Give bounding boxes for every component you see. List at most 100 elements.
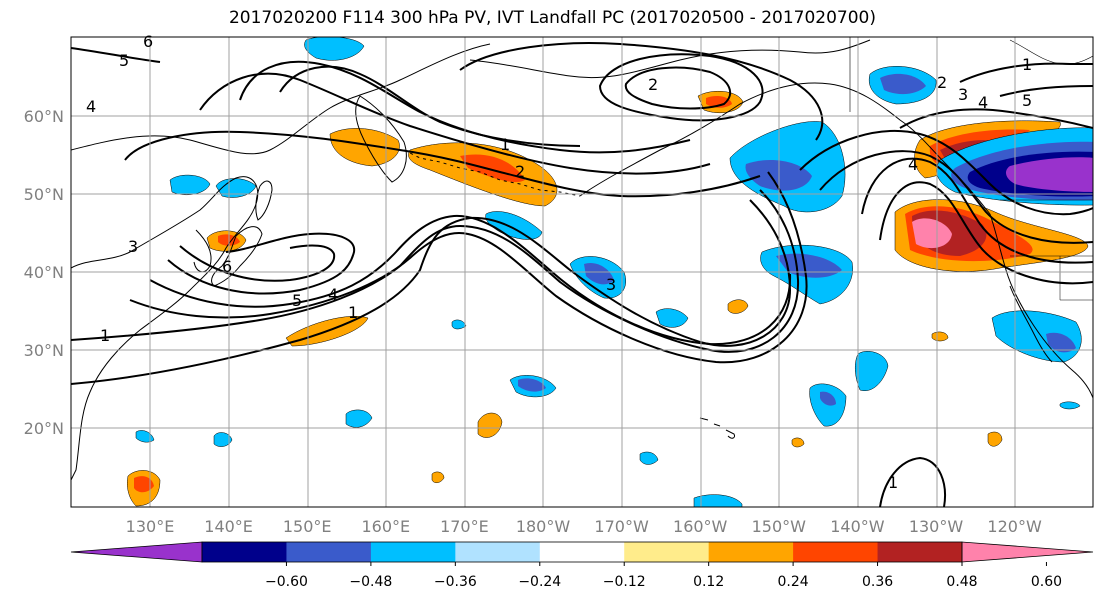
contour-label: 3 (958, 85, 968, 104)
contour-label: 4 (908, 155, 918, 174)
latitude-labels: 60°N 50°N 40°N 30°N 20°N (24, 107, 64, 438)
contour-label: 5 (119, 51, 129, 70)
pv-contour-e (167, 232, 356, 295)
colorbar: −0.60 −0.48 −0.36 −0.24 −0.12 0.12 0.24 0.36 0.4… (70, 541, 1094, 590)
pv-contour-a (71, 199, 792, 385)
pv-contour-o (819, 150, 1093, 244)
contour-label: 1 (500, 135, 510, 154)
pv-contour-m (624, 66, 732, 110)
graticule (71, 37, 1093, 507)
sakhalin (255, 180, 273, 221)
negative-anomaly-trop-1-core (518, 378, 546, 392)
colorbar-swatch (877, 542, 963, 562)
longitude-label: 140°W (830, 517, 885, 536)
longitude-label: 150°W (752, 517, 807, 536)
pv-contours (71, 42, 1093, 507)
colorbar-tick-label: 0.12 (693, 574, 724, 590)
contour-label: 1 (100, 326, 110, 345)
colorbar-tick-label: 0.24 (778, 574, 809, 590)
asia-coast (71, 176, 259, 481)
baja (1009, 285, 1053, 363)
positive-anomaly-small-5 (931, 331, 949, 342)
latitude-label: 60°N (24, 107, 64, 126)
colorbar-tick-label: 0.48 (946, 574, 977, 590)
contour-labels: 6 5 4 1 2 1 2 3 4 5 1 2 3 4 5 6 4 1 3 1 (86, 32, 1032, 492)
pv-contour-u (879, 456, 946, 507)
pv-contour-v (71, 47, 161, 63)
contour-label: 2 (937, 73, 947, 92)
pv-contour-d (149, 214, 792, 346)
map-frame (70, 36, 1094, 508)
pv-contour-g (124, 130, 761, 198)
longitude-label: 170°E (440, 517, 489, 536)
colorbar-swatch (455, 542, 541, 562)
alaska-north (469, 39, 871, 79)
north-america-west (989, 213, 1093, 399)
pv-contour-p (861, 157, 1093, 264)
colorbar-extend-low (70, 541, 203, 563)
negative-anomaly-canada-purple (1006, 157, 1093, 192)
latitude-label: 20°N (24, 419, 64, 438)
map-title: 2017020200 F114 300 hPa PV, IVT Landfall… (228, 8, 876, 28)
positive-anomaly-small-4 (987, 431, 1003, 447)
latitude-label: 40°N (24, 263, 64, 282)
colorbar-tick-label: −0.12 (603, 574, 646, 590)
positive-anomaly-kamchatka (329, 128, 400, 167)
alaska-coast (579, 82, 991, 215)
pv-contour-s (959, 62, 1093, 83)
contour-label: 3 (606, 275, 616, 294)
colorbar-tick-label: −0.48 (349, 574, 392, 590)
pv-contour-b (71, 189, 800, 353)
positive-anomaly-small-6 (791, 437, 805, 448)
longitude-label: 150°E (283, 517, 332, 536)
latitude-label: 50°N (24, 185, 64, 204)
positive-anomaly-small-7 (431, 471, 445, 483)
pv-contour-f (179, 244, 336, 282)
negative-anomaly-arctic (304, 37, 365, 61)
longitude-label: 140°E (204, 517, 253, 536)
longitude-label: 160°E (361, 517, 410, 536)
contour-label: 1 (888, 473, 898, 492)
pv-contour-q (879, 181, 1093, 285)
contour-label: 4 (978, 93, 988, 112)
contour-label: 3 (128, 237, 138, 256)
pv-contour-h (199, 72, 711, 175)
colorbar-swatch (539, 542, 625, 562)
colorbar-tick-label: 0.60 (1031, 574, 1062, 590)
pv-contour-c (129, 171, 808, 364)
colorbar-swatch (793, 542, 879, 562)
negative-anomaly-mexico-core (1046, 332, 1076, 353)
longitude-label: 160°W (673, 517, 728, 536)
contour-label: 4 (328, 285, 338, 304)
latitude-label: 30°N (24, 341, 64, 360)
pv-contour-t (999, 85, 1093, 97)
negative-anomaly-alaska-north-core (880, 73, 926, 95)
contour-label: 5 (1022, 91, 1032, 110)
colorbar-extend-high (961, 541, 1094, 563)
contour-label: 2 (515, 162, 525, 181)
pv-contour-k (459, 42, 824, 141)
contour-label: 4 (86, 97, 96, 116)
colorbar-swatch (370, 542, 456, 562)
negative-anomaly-small-8 (1059, 401, 1081, 410)
colorbar-swatch (708, 542, 794, 562)
longitude-label: 180°W (516, 517, 571, 536)
positive-anomaly-west-coast-pink (912, 218, 952, 249)
colorbar-tick-label: −0.60 (265, 574, 308, 590)
contour-label: 6 (143, 32, 153, 51)
colorbar-tick-label: 0.36 (862, 574, 893, 590)
asia-interior (71, 43, 491, 155)
longitude-labels: 130°E 140°E 150°E 160°E 170°E 180°W 170°W 160°W… (126, 517, 1042, 536)
negative-anomaly-small-7 (451, 319, 467, 330)
negative-anomaly-trop-2-core (820, 391, 836, 406)
longitude-label: 120°W (987, 517, 1042, 536)
negative-anomaly-small-1 (655, 308, 689, 328)
negative-anomaly-central-core (584, 262, 614, 285)
pv-contour-n (799, 130, 1093, 216)
colorbar-swatch (286, 542, 372, 562)
contour-label: 5 (292, 291, 302, 310)
contour-label: 6 (222, 257, 232, 276)
pv-contour-j (279, 65, 581, 147)
positive-anomaly-alaska-core (706, 96, 732, 108)
